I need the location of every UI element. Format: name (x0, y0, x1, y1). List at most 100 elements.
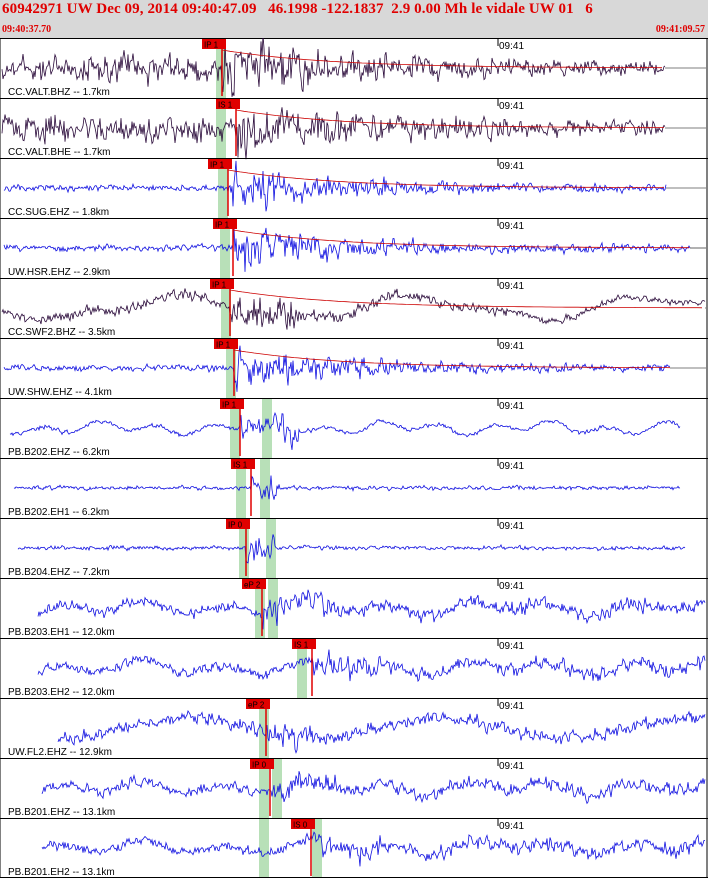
waveform (3, 345, 671, 392)
station-label: CC.SUG.EHZ -- 1.8km (8, 207, 109, 218)
pick-label-bg (208, 159, 232, 169)
minute-label: 09:41 (499, 401, 524, 412)
pick-label-bg (202, 39, 226, 49)
pick-label: IP 1 (215, 221, 230, 230)
minute-label: 09:41 (499, 521, 524, 532)
station-label: PB.B201.EH2 -- 13.1km (8, 867, 115, 878)
waveform (57, 710, 706, 754)
pick-label-bg (216, 99, 240, 109)
station-label: PB.B203.EH2 -- 12.0km (8, 687, 115, 698)
seismogram-chart: 09:41 IP 1 CC.VALT.BHZ -- 1.7km 09:41 IS 1 CC… (0, 38, 708, 878)
pick-band (226, 338, 236, 398)
pick-label-bg (210, 279, 234, 289)
minute-label: 09:41 (499, 281, 524, 292)
trace-row: 09:41 eP 2 UW.FL2.EHZ -- 12.9km (0, 698, 708, 758)
pick-label: IS 0 (293, 821, 308, 830)
pick-label-bg (291, 819, 315, 829)
pick-label-bg (231, 459, 255, 469)
minute-label: 09:41 (499, 341, 524, 352)
pick-label: IS 1 (233, 461, 248, 470)
trace-row: 09:41 eP 2 PB.B203.EH1 -- 12.0km (0, 578, 708, 638)
minute-label: 09:41 (499, 581, 524, 592)
time-end-label: 09:41:09.57 (655, 24, 705, 35)
waveform (17, 534, 686, 564)
pick-band (230, 398, 240, 458)
trace-row: 09:41 IP 0 PB.B204.EHZ -- 7.2km (0, 518, 708, 578)
pick-band (266, 518, 276, 578)
station-label: UW.SHW.EHZ -- 4.1km (8, 387, 112, 398)
waveform (1, 38, 666, 97)
amplitude-envelope (232, 229, 689, 249)
pick-label: IS 1 (294, 641, 309, 650)
waveform (3, 227, 691, 272)
waveform (41, 771, 706, 805)
pick-label-bg (220, 399, 244, 409)
amplitude-envelope (227, 169, 665, 189)
pick-label: IS 1 (218, 101, 233, 110)
pick-band (268, 578, 278, 638)
station-label: PB.B202.EH1 -- 6.2km (8, 507, 109, 518)
pick-label: IP 0 (252, 761, 267, 770)
minute-label: 09:41 (499, 161, 524, 172)
waveform (1, 107, 666, 160)
station-label: UW.FL2.EHZ -- 12.9km (8, 747, 112, 758)
pick-label-bg (214, 339, 238, 349)
pick-band (221, 278, 231, 338)
pick-band (260, 458, 270, 518)
pick-label-bg (246, 699, 270, 709)
trace-row: 09:41 IP 1 UW.HSR.EHZ -- 2.9km (0, 218, 708, 278)
time-start-label: 09:40:37.70 (2, 24, 52, 35)
event-title: 60942971 UW Dec 09, 2014 09:40:47.09 46.… (2, 1, 593, 17)
station-label: PB.B202.EHZ -- 6.2km (8, 447, 110, 458)
pick-label-bg (242, 579, 266, 589)
minute-label: 09:41 (499, 821, 524, 832)
pick-label: IP 1 (222, 401, 237, 410)
station-label: PB.B201.EHZ -- 13.1km (8, 807, 115, 818)
pick-band (312, 818, 322, 878)
waveform (9, 411, 681, 450)
station-label: UW.HSR.EHZ -- 2.9km (8, 267, 110, 278)
trace-row: 09:41 IS 1 PB.B202.EH1 -- 6.2km (0, 458, 708, 518)
minute-label: 09:41 (499, 701, 524, 712)
waveform (13, 475, 681, 500)
trace-row: 09:41 IP 1 PB.B202.EHZ -- 6.2km (0, 398, 708, 458)
pick-band (255, 578, 265, 638)
trace-row: 09:41 IP 1 CC.SUG.EHZ -- 1.8km (0, 158, 708, 218)
pick-band (259, 818, 269, 878)
waveform (3, 160, 667, 212)
trace-row: 09:41 IS 1 PB.B203.EH2 -- 12.0km (0, 638, 708, 698)
station-label: CC.VALT.BHE -- 1.7km (8, 147, 110, 158)
pick-band (220, 218, 230, 278)
trace-row: 09:41 IP 0 PB.B201.EHZ -- 13.1km (0, 758, 708, 818)
station-label: CC.VALT.BHZ -- 1.7km (8, 87, 110, 98)
minute-label: 09:41 (499, 761, 524, 772)
trace-row: 09:41 IP 1 CC.SWF2.BHZ -- 3.5km (0, 278, 708, 338)
amplitude-envelope (221, 49, 662, 69)
pick-label: IP 0 (228, 521, 243, 530)
pick-label: eP 2 (244, 581, 261, 590)
minute-label: 09:41 (499, 461, 524, 472)
waveform (1, 288, 706, 330)
waveform (41, 831, 705, 867)
minute-label: 09:41 (499, 41, 524, 52)
amplitude-envelope (235, 109, 664, 128)
station-label: CC.SWF2.BHZ -- 3.5km (8, 327, 115, 338)
pick-label: IP 1 (204, 41, 219, 50)
pick-band (262, 398, 272, 458)
amplitude-envelope (229, 289, 703, 309)
pick-label-bg (292, 639, 316, 649)
waveform (37, 589, 706, 630)
pick-band (216, 98, 226, 158)
waveform (37, 649, 706, 683)
pick-label: eP 2 (248, 701, 265, 710)
minute-label: 09:41 (499, 101, 524, 112)
pick-label: IP 1 (210, 161, 225, 170)
minute-label: 09:41 (499, 641, 524, 652)
event-header: 60942971 UW Dec 09, 2014 09:40:47.09 46.… (0, 0, 708, 38)
trace-row: 09:41 IP 1 CC.VALT.BHZ -- 1.7km (0, 38, 708, 98)
pick-band (272, 758, 282, 818)
amplitude-envelope (233, 349, 671, 369)
pick-label-bg (226, 519, 250, 529)
pick-label: IP 1 (216, 341, 231, 350)
minute-label: 09:41 (499, 221, 524, 232)
